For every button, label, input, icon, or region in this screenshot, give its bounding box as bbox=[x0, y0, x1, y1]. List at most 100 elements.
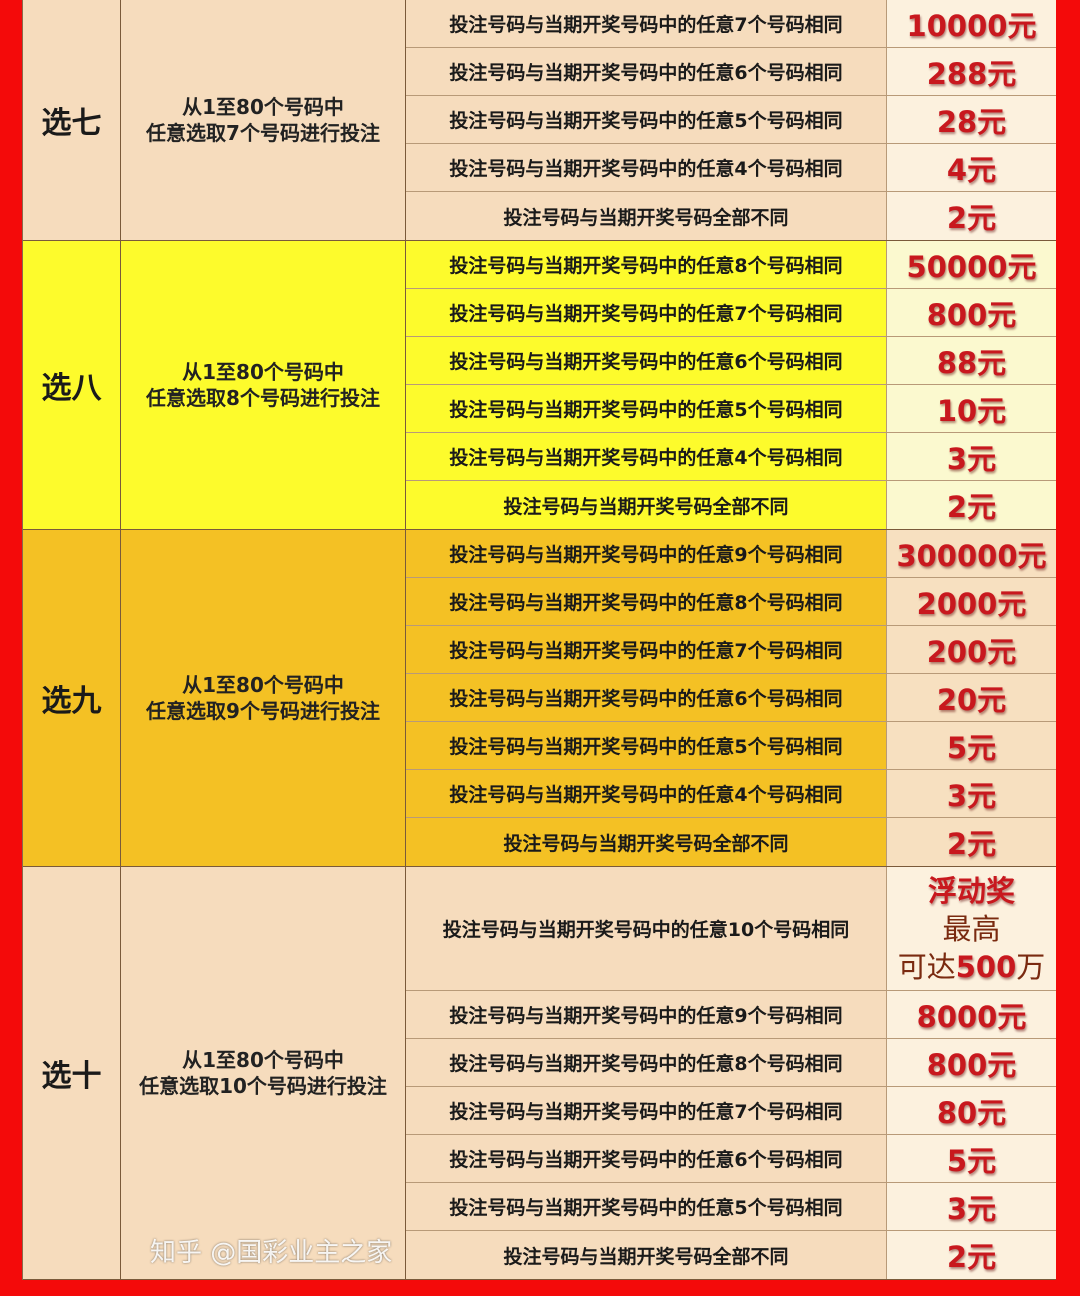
match-condition: 投注号码与当期开奖号码中的任意8个号码相同 bbox=[406, 1039, 887, 1086]
table-row: 投注号码与当期开奖号码中的任意5个号码相同 28元 bbox=[406, 96, 1056, 144]
description-line: 从1至80个号码中 bbox=[182, 360, 344, 384]
match-condition: 投注号码与当期开奖号码中的任意9个号码相同 bbox=[406, 991, 887, 1038]
match-condition: 投注号码与当期开奖号码中的任意7个号码相同 bbox=[406, 626, 887, 673]
table-row: 投注号码与当期开奖号码全部不同 2元 bbox=[406, 192, 1056, 240]
prize-amount: 300000元 bbox=[887, 530, 1056, 577]
play-type-description: 从1至80个号码中 任意选取7个号码进行投注 bbox=[121, 0, 406, 240]
prize-amount: 4元 bbox=[887, 144, 1056, 191]
play-type-description: 从1至80个号码中 任意选取9个号码进行投注 bbox=[121, 530, 406, 866]
prize-rows: 投注号码与当期开奖号码中的任意7个号码相同 10000元 投注号码与当期开奖号码中的… bbox=[406, 0, 1056, 240]
match-condition: 投注号码与当期开奖号码中的任意6个号码相同 bbox=[406, 674, 887, 721]
match-condition: 投注号码与当期开奖号码中的任意6个号码相同 bbox=[406, 337, 887, 384]
table-row: 投注号码与当期开奖号码全部不同 2元 bbox=[406, 818, 1056, 866]
table-row: 投注号码与当期开奖号码中的任意5个号码相同 5元 bbox=[406, 722, 1056, 770]
table-row: 投注号码与当期开奖号码中的任意7个号码相同 800元 bbox=[406, 289, 1056, 337]
prize-line: 浮动奖 bbox=[927, 873, 1015, 908]
prize-amount: 50000元 bbox=[887, 241, 1056, 288]
prize-amount: 3元 bbox=[887, 433, 1056, 480]
section-4: 选十 从1至80个号码中 任意选取10个号码进行投注 投注号码与当期开奖号码中的任意1… bbox=[23, 867, 1056, 1280]
match-condition: 投注号码与当期开奖号码中的任意9个号码相同 bbox=[406, 530, 887, 577]
watermark: 知乎 @国彩业主之家 bbox=[150, 1238, 393, 1268]
description-line: 从1至80个号码中 bbox=[182, 1048, 344, 1072]
match-condition: 投注号码与当期开奖号码中的任意8个号码相同 bbox=[406, 241, 887, 288]
play-type-name: 选九 bbox=[23, 530, 121, 866]
play-type-name: 选十 bbox=[23, 867, 121, 1279]
table-row: 投注号码与当期开奖号码中的任意10个号码相同 浮动奖 最高 可达500万 bbox=[406, 867, 1056, 991]
prize-amount: 2元 bbox=[887, 818, 1056, 866]
prize-amount: 20元 bbox=[887, 674, 1056, 721]
section-2: 选八 从1至80个号码中 任意选取8个号码进行投注 投注号码与当期开奖号码中的任意8个… bbox=[23, 241, 1056, 530]
match-condition: 投注号码与当期开奖号码全部不同 bbox=[406, 481, 887, 529]
table-row: 投注号码与当期开奖号码全部不同 2元 bbox=[406, 1231, 1056, 1279]
section-1: 选七 从1至80个号码中 任意选取7个号码进行投注 投注号码与当期开奖号码中的任意7个… bbox=[23, 0, 1056, 241]
description-line: 任意选取9个号码进行投注 bbox=[146, 699, 380, 723]
match-condition: 投注号码与当期开奖号码中的任意7个号码相同 bbox=[406, 1087, 887, 1134]
description-line: 从1至80个号码中 bbox=[182, 673, 344, 697]
match-condition: 投注号码与当期开奖号码中的任意5个号码相同 bbox=[406, 385, 887, 432]
table-row: 投注号码与当期开奖号码中的任意7个号码相同 80元 bbox=[406, 1087, 1056, 1135]
table-row: 投注号码与当期开奖号码中的任意8个号码相同 50000元 bbox=[406, 241, 1056, 289]
prize-table: 选七 从1至80个号码中 任意选取7个号码进行投注 投注号码与当期开奖号码中的任意7个… bbox=[22, 0, 1056, 1280]
match-condition: 投注号码与当期开奖号码中的任意6个号码相同 bbox=[406, 48, 887, 95]
prize-amount: 5元 bbox=[887, 722, 1056, 769]
prize-amount: 10000元 bbox=[887, 0, 1056, 47]
table-row: 投注号码与当期开奖号码中的任意8个号码相同 800元 bbox=[406, 1039, 1056, 1087]
play-type-description: 从1至80个号码中 任意选取10个号码进行投注 bbox=[121, 867, 406, 1279]
match-condition: 投注号码与当期开奖号码中的任意6个号码相同 bbox=[406, 1135, 887, 1182]
match-condition: 投注号码与当期开奖号码中的任意5个号码相同 bbox=[406, 1183, 887, 1230]
table-row: 投注号码与当期开奖号码中的任意8个号码相同 2000元 bbox=[406, 578, 1056, 626]
description-line: 从1至80个号码中 bbox=[182, 95, 344, 119]
prize-amount: 2元 bbox=[887, 1231, 1056, 1279]
prize-amount: 800元 bbox=[887, 1039, 1056, 1086]
prize-amount: 800元 bbox=[887, 289, 1056, 336]
match-condition: 投注号码与当期开奖号码全部不同 bbox=[406, 818, 887, 866]
description-line: 任意选取7个号码进行投注 bbox=[146, 121, 380, 145]
play-type-description: 从1至80个号码中 任意选取8个号码进行投注 bbox=[121, 241, 406, 529]
prize-rows: 投注号码与当期开奖号码中的任意9个号码相同 300000元 投注号码与当期开奖号码中… bbox=[406, 530, 1056, 866]
prize-amount: 80元 bbox=[887, 1087, 1056, 1134]
prize-amount: 2元 bbox=[887, 192, 1056, 240]
prize-amount: 浮动奖 最高 可达500万 bbox=[887, 867, 1056, 990]
prize-amount: 288元 bbox=[887, 48, 1056, 95]
table-row: 投注号码与当期开奖号码中的任意6个号码相同 5元 bbox=[406, 1135, 1056, 1183]
match-condition: 投注号码与当期开奖号码中的任意10个号码相同 bbox=[406, 867, 887, 990]
table-row: 投注号码与当期开奖号码中的任意4个号码相同 3元 bbox=[406, 770, 1056, 818]
table-row: 投注号码与当期开奖号码中的任意6个号码相同 88元 bbox=[406, 337, 1056, 385]
prize-amount: 88元 bbox=[887, 337, 1056, 384]
prize-line: 最高 bbox=[942, 911, 1001, 946]
prize-rows: 投注号码与当期开奖号码中的任意8个号码相同 50000元 投注号码与当期开奖号码中的… bbox=[406, 241, 1056, 529]
prize-rows: 投注号码与当期开奖号码中的任意10个号码相同 浮动奖 最高 可达500万 投注号码与当期… bbox=[406, 867, 1056, 1279]
prize-amount: 8000元 bbox=[887, 991, 1056, 1038]
play-type-name: 选八 bbox=[23, 241, 121, 529]
table-row: 投注号码与当期开奖号码中的任意5个号码相同 10元 bbox=[406, 385, 1056, 433]
prize-amount: 5元 bbox=[887, 1135, 1056, 1182]
table-row: 投注号码与当期开奖号码中的任意9个号码相同 8000元 bbox=[406, 991, 1056, 1039]
prize-text: 可达 bbox=[897, 949, 956, 984]
table-row: 投注号码与当期开奖号码中的任意6个号码相同 288元 bbox=[406, 48, 1056, 96]
prize-amount: 3元 bbox=[887, 1183, 1056, 1230]
prize-amount: 28元 bbox=[887, 96, 1056, 143]
match-condition: 投注号码与当期开奖号码中的任意7个号码相同 bbox=[406, 289, 887, 336]
description-line: 任意选取8个号码进行投注 bbox=[146, 386, 380, 410]
match-condition: 投注号码与当期开奖号码中的任意4个号码相同 bbox=[406, 144, 887, 191]
match-condition: 投注号码与当期开奖号码全部不同 bbox=[406, 1231, 887, 1279]
prize-amount: 2元 bbox=[887, 481, 1056, 529]
match-condition: 投注号码与当期开奖号码中的任意7个号码相同 bbox=[406, 0, 887, 47]
table-row: 投注号码与当期开奖号码中的任意4个号码相同 4元 bbox=[406, 144, 1056, 192]
table-row: 投注号码与当期开奖号码中的任意5个号码相同 3元 bbox=[406, 1183, 1056, 1231]
table-row: 投注号码与当期开奖号码中的任意7个号码相同 10000元 bbox=[406, 0, 1056, 48]
prize-unit: 万 bbox=[1016, 949, 1046, 984]
prize-amount: 10元 bbox=[887, 385, 1056, 432]
table-row: 投注号码与当期开奖号码中的任意4个号码相同 3元 bbox=[406, 433, 1056, 481]
section-3: 选九 从1至80个号码中 任意选取9个号码进行投注 投注号码与当期开奖号码中的任意9个… bbox=[23, 530, 1056, 867]
table-row: 投注号码与当期开奖号码中的任意7个号码相同 200元 bbox=[406, 626, 1056, 674]
prize-amount: 2000元 bbox=[887, 578, 1056, 625]
match-condition: 投注号码与当期开奖号码中的任意8个号码相同 bbox=[406, 578, 887, 625]
prize-line: 可达500万 bbox=[898, 948, 1046, 986]
table-row: 投注号码与当期开奖号码中的任意6个号码相同 20元 bbox=[406, 674, 1056, 722]
table-row: 投注号码与当期开奖号码全部不同 2元 bbox=[406, 481, 1056, 529]
play-type-name: 选七 bbox=[23, 0, 121, 240]
match-condition: 投注号码与当期开奖号码中的任意5个号码相同 bbox=[406, 722, 887, 769]
description-line: 任意选取10个号码进行投注 bbox=[139, 1074, 387, 1098]
match-condition: 投注号码与当期开奖号码中的任意4个号码相同 bbox=[406, 433, 887, 480]
